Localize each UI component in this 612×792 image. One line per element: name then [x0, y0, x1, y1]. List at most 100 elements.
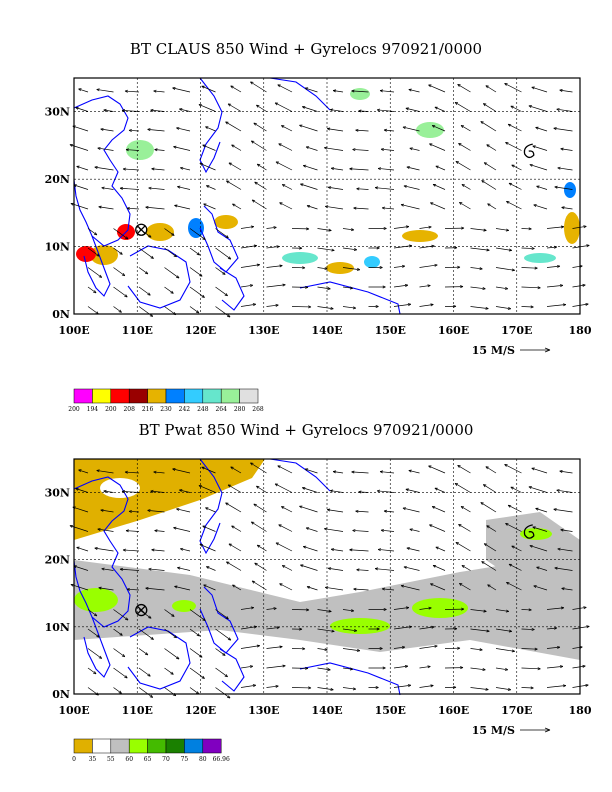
wind-vector-head [586, 244, 590, 248]
wind-vector [405, 488, 420, 493]
wind-vector-head [536, 185, 540, 189]
wind-vector [381, 148, 395, 151]
wind-vector-head [153, 89, 157, 93]
wind-vector-head [481, 561, 485, 565]
wind-vector [127, 588, 140, 591]
wind-vector-head [486, 629, 490, 633]
legend-label: 55 [107, 756, 115, 763]
wind-vector [113, 628, 123, 636]
wind-vector-head [432, 184, 437, 187]
wind-vector [328, 186, 344, 190]
wind-vector [173, 527, 191, 532]
wind-vector-head [144, 652, 149, 656]
wind-vector-head [281, 565, 286, 569]
wind-vector-head [531, 246, 535, 250]
wind-vector-head [304, 468, 309, 472]
wind-vector [228, 162, 242, 171]
wind-vector-head [249, 284, 254, 288]
wind-vector [455, 161, 471, 171]
wind-vector [419, 264, 438, 268]
wind-vector-head [224, 674, 228, 678]
wind-vector-head [508, 629, 513, 633]
wind-vector-head [253, 625, 258, 629]
wind-vector [126, 530, 140, 532]
pwat-green-shading [330, 618, 390, 634]
wind-vector [305, 527, 318, 532]
wind-vector-head [119, 186, 123, 190]
wind-vector-head [559, 89, 563, 92]
wind-vector-head [405, 225, 410, 229]
cloud-shading [282, 252, 318, 264]
wind-vector-head [528, 105, 532, 108]
wind-vector [403, 185, 420, 190]
wind-vector [240, 665, 253, 669]
wind-vector-head [406, 166, 410, 170]
wind-vector [485, 85, 497, 93]
wind-vector [138, 628, 154, 640]
wind-vector-head [528, 608, 532, 612]
legend-swatch [110, 738, 130, 754]
lon-label: 140E [311, 704, 342, 717]
wind-vector [94, 547, 114, 552]
wind-vector [481, 180, 497, 190]
wind-vector-head [276, 626, 280, 630]
wind-vector [408, 470, 420, 474]
wind-vector-head [226, 180, 230, 184]
wind-vector-head [306, 205, 311, 208]
wind-vector [402, 126, 420, 132]
wind-vector-head [329, 489, 334, 493]
wind-vector-head [94, 547, 98, 550]
wind-vector-head [479, 648, 483, 652]
wind-vector-head [383, 607, 387, 611]
wind-vector [76, 546, 89, 552]
wind-vector [69, 525, 89, 532]
wind-vector [317, 306, 334, 310]
wind-vector-head [256, 263, 260, 267]
wind-vector [553, 127, 573, 132]
wind-vector-head [536, 566, 540, 570]
wind-vector-head [206, 185, 210, 188]
wind-vector [317, 609, 332, 612]
legend-swatch [73, 738, 93, 754]
wind-vector-head [355, 128, 359, 132]
wind-vector [145, 587, 165, 591]
wind-vector-head [226, 561, 230, 565]
wind-vector-head [225, 502, 229, 506]
wind-vector-head [93, 613, 98, 617]
wind-vector-head [556, 264, 561, 268]
wind-vector-head [305, 527, 310, 531]
wind-vector [382, 588, 395, 591]
wind-vector [317, 267, 328, 270]
wind-vector [393, 665, 408, 669]
wind-vector [506, 200, 522, 210]
wind-vector [180, 167, 191, 171]
wind-vector [495, 286, 508, 290]
wind-vector [203, 203, 216, 210]
wind-vector-head [560, 606, 565, 610]
wind-vector-head [561, 587, 565, 591]
wind-vector-head [483, 484, 487, 488]
wind-vector [506, 581, 522, 591]
wind-vector [351, 471, 369, 474]
wind-vector [317, 628, 335, 632]
wind-vector-head [402, 126, 406, 130]
wind-vector [76, 165, 89, 171]
wind-vector-head [356, 568, 360, 572]
cloud-shading [350, 88, 370, 100]
wind-vector [507, 504, 522, 513]
wind-vector [215, 286, 228, 297]
wind-vector-head [403, 565, 407, 569]
wind-vector [317, 687, 334, 691]
wind-vector-head [299, 627, 303, 631]
wind-vector [461, 565, 471, 571]
wind-vector [559, 470, 573, 474]
wind-vector [528, 105, 548, 112]
wind-vector-head [379, 647, 383, 650]
wind-vector-head [375, 305, 379, 308]
wind-vector-head [330, 167, 335, 171]
wind-vector-head [96, 253, 100, 257]
wind-vector [164, 628, 177, 639]
wind-vector-head [530, 305, 534, 309]
wind-vector-head [351, 470, 355, 474]
wind-vector [495, 306, 511, 310]
